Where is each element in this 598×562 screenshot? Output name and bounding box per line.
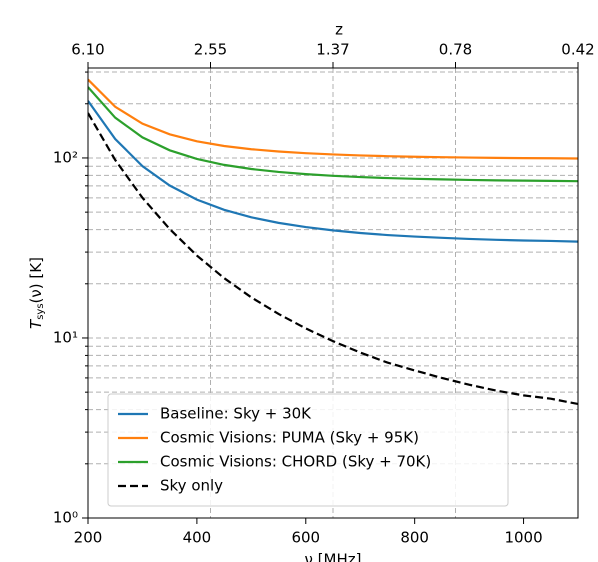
x-axis-label: ν [MHz]	[305, 551, 362, 562]
y-label-rest: (ν) [K]	[27, 257, 45, 303]
x-tick-label: 800	[400, 529, 429, 547]
legend-label: Baseline: Sky + 30K	[160, 405, 312, 423]
legend-box	[107, 393, 509, 507]
x2-tick-label: 0.78	[439, 41, 472, 59]
y-tick-label: 10²	[53, 148, 78, 166]
x-tick-label: 200	[74, 529, 103, 547]
series-line	[88, 78, 578, 160]
x2-tick-label: 1.37	[316, 41, 349, 59]
y-axis-label: Tsys(ν) [K]	[27, 257, 47, 329]
x2-tick-label: 6.10	[71, 41, 104, 59]
legend-label: Cosmic Visions: PUMA (Sky + 95K)	[160, 429, 419, 447]
x2-tick-label: 0.42	[561, 41, 594, 59]
y-tick-label: 10¹	[53, 328, 78, 346]
y-tick-label: 10⁰	[53, 509, 78, 527]
y-label-subscript: sys	[35, 303, 46, 319]
series-line	[88, 86, 578, 183]
x2-axis-label: z	[335, 21, 343, 39]
x-tick-label: 400	[183, 529, 212, 547]
x-tick-label: 600	[291, 529, 320, 547]
legend-label: Sky only	[160, 477, 223, 495]
series-line	[88, 100, 578, 243]
x-tick-label: 1000	[504, 529, 542, 547]
x2-tick-label: 2.55	[194, 41, 227, 59]
plot-frame	[87, 67, 579, 519]
legend-label: Cosmic Visions: CHORD (Sky + 70K)	[160, 453, 431, 471]
series-line	[88, 112, 578, 406]
y-label-symbol: T	[27, 318, 45, 329]
